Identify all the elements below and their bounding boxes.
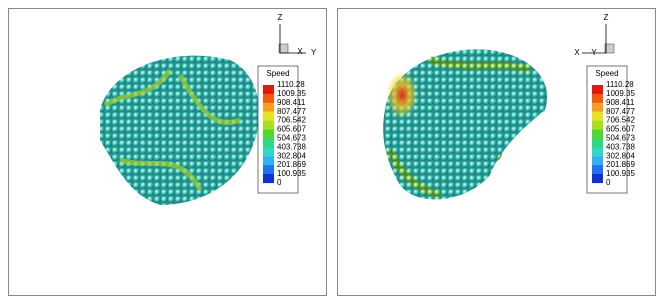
color-swatch xyxy=(263,129,274,139)
color-swatch xyxy=(592,111,603,121)
color-swatch xyxy=(592,174,603,184)
color-swatch xyxy=(592,93,603,103)
legend-label: 1009.35 xyxy=(606,89,635,98)
color-swatch xyxy=(592,138,603,148)
legend-label: 504.673 xyxy=(606,134,635,143)
legend-label: 706.542 xyxy=(277,116,306,125)
legend-label: 807.477 xyxy=(277,107,306,116)
legend-label: 0 xyxy=(277,178,282,187)
color-swatch xyxy=(592,85,603,95)
color-swatch xyxy=(592,165,603,175)
color-swatch xyxy=(592,102,603,112)
axis-label: Z xyxy=(278,13,283,22)
legend-label: 0 xyxy=(606,178,611,187)
legend-label: 1110.28 xyxy=(606,80,634,89)
color-swatch xyxy=(263,85,274,95)
panel: Speed 1110.281009.35908.411807.477706.542… xyxy=(257,13,317,194)
color-swatch xyxy=(592,129,603,139)
streak xyxy=(386,56,532,199)
axis-label: X xyxy=(574,48,580,57)
color-swatch xyxy=(263,156,274,166)
legend-label: 605.607 xyxy=(606,125,635,134)
legend-label: 201.869 xyxy=(277,160,306,169)
legend-label: 605.607 xyxy=(277,125,306,134)
color-swatch xyxy=(263,102,274,112)
color-swatch xyxy=(263,165,274,175)
color-swatch xyxy=(263,174,274,184)
legend-label: 403.738 xyxy=(277,142,306,151)
legend-label: 807.477 xyxy=(606,107,635,116)
particle-cloud xyxy=(383,49,548,200)
legend-label: 201.869 xyxy=(606,160,635,169)
legend-label: 100.935 xyxy=(277,169,306,178)
streak xyxy=(103,68,241,192)
legend-label: 504.673 xyxy=(277,134,306,143)
triad-cube xyxy=(604,43,615,54)
color-swatch xyxy=(592,156,603,166)
color-swatch xyxy=(263,120,274,130)
legend-label: 908.411 xyxy=(277,98,306,107)
color-swatch xyxy=(263,138,274,148)
axis-label: Y xyxy=(591,48,597,57)
legend-label: 302.804 xyxy=(606,151,635,160)
legend-label: 1110.28 xyxy=(277,80,305,89)
legend-label: 1009.35 xyxy=(277,89,306,98)
color-swatch xyxy=(263,147,274,157)
legend-label: 403.738 xyxy=(606,142,635,151)
color-swatch xyxy=(592,120,603,130)
hotspot xyxy=(386,71,418,119)
legend-label: 100.935 xyxy=(606,169,635,178)
legend-title: Speed xyxy=(595,69,618,78)
legend-label: 302.804 xyxy=(277,151,306,160)
color-swatch xyxy=(592,147,603,157)
axis-label: Y xyxy=(311,48,317,57)
legend-label: 706.542 xyxy=(606,116,635,125)
color-swatch xyxy=(263,93,274,103)
color-swatch xyxy=(263,111,274,121)
axis-label: X xyxy=(297,47,303,56)
legend-label: 908.411 xyxy=(606,98,635,107)
axis-label: Z xyxy=(604,13,609,22)
panel: Speed 1110.281009.35908.411807.477706.542… xyxy=(574,13,635,194)
legend-title: Speed xyxy=(266,69,289,78)
